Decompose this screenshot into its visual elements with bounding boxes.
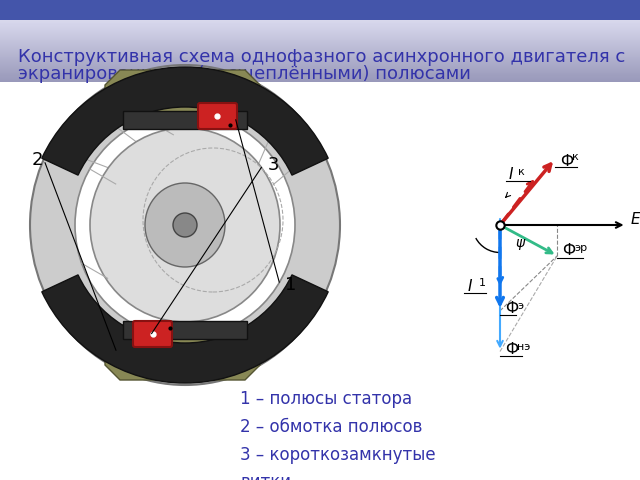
Ellipse shape xyxy=(30,65,340,385)
Text: I: I xyxy=(468,279,472,294)
Ellipse shape xyxy=(75,113,295,337)
Bar xyxy=(0,51,640,52)
Bar xyxy=(0,25,640,26)
Text: ψ: ψ xyxy=(515,236,524,250)
Ellipse shape xyxy=(90,128,280,322)
Polygon shape xyxy=(105,70,260,125)
Bar xyxy=(0,65,640,66)
Bar xyxy=(0,47,640,48)
Bar xyxy=(0,39,640,40)
Bar xyxy=(0,42,640,43)
Bar xyxy=(0,40,640,41)
Text: 3: 3 xyxy=(268,156,280,174)
Wedge shape xyxy=(42,275,328,383)
Ellipse shape xyxy=(145,183,225,267)
Text: I: I xyxy=(508,167,513,182)
Wedge shape xyxy=(42,67,328,175)
Bar xyxy=(0,76,640,78)
Bar xyxy=(0,34,640,35)
Text: 1 – полюсы статора
2 – обмотка полюсов
3 – короткозамкнутые
витки: 1 – полюсы статора 2 – обмотка полюсов 3… xyxy=(240,390,436,480)
Bar xyxy=(0,68,640,70)
Text: E: E xyxy=(630,213,640,228)
Bar xyxy=(0,32,640,33)
Bar xyxy=(0,63,640,64)
Bar xyxy=(0,33,640,34)
Polygon shape xyxy=(105,325,260,380)
Ellipse shape xyxy=(173,213,197,237)
Bar xyxy=(0,73,640,74)
Bar xyxy=(0,50,640,51)
Bar xyxy=(0,57,640,58)
Bar xyxy=(0,81,640,82)
Bar xyxy=(0,38,640,39)
Bar xyxy=(0,22,640,23)
Bar xyxy=(123,321,247,339)
Bar xyxy=(0,48,640,49)
Bar xyxy=(0,36,640,37)
Bar xyxy=(0,58,640,59)
Text: к: к xyxy=(518,167,525,177)
Bar xyxy=(0,23,640,24)
Text: экранированными (расщеплёнными) полюсами: экранированными (расщеплёнными) полюсами xyxy=(18,65,471,83)
Bar xyxy=(0,80,640,81)
Bar xyxy=(0,44,640,45)
Bar xyxy=(0,21,640,22)
Bar xyxy=(123,111,247,129)
Bar xyxy=(0,60,640,61)
Text: 1: 1 xyxy=(285,276,296,294)
Bar xyxy=(0,46,640,47)
Bar xyxy=(0,61,640,62)
Bar xyxy=(0,55,640,56)
Text: 1: 1 xyxy=(479,278,486,288)
Text: Конструктивная схема однофазного асинхронного двигателя с: Конструктивная схема однофазного асинхро… xyxy=(18,48,625,66)
FancyBboxPatch shape xyxy=(198,103,237,129)
Text: э: э xyxy=(517,301,523,311)
Bar xyxy=(0,72,640,73)
Bar xyxy=(0,31,640,32)
Bar xyxy=(0,29,640,30)
Bar xyxy=(0,41,640,42)
Text: Ф: Ф xyxy=(560,154,573,168)
Bar xyxy=(0,74,640,75)
FancyBboxPatch shape xyxy=(133,321,172,347)
Bar xyxy=(0,0,640,20)
Bar xyxy=(0,56,640,57)
Bar xyxy=(0,78,640,79)
Bar xyxy=(0,54,640,55)
Bar xyxy=(0,52,640,53)
Text: нэ: нэ xyxy=(517,341,531,351)
Bar xyxy=(0,66,640,67)
Bar xyxy=(0,37,640,38)
Text: эр: эр xyxy=(574,243,588,253)
Bar xyxy=(0,79,640,80)
Bar xyxy=(0,53,640,54)
Bar xyxy=(0,67,640,68)
Bar xyxy=(0,59,640,60)
Bar xyxy=(0,49,640,50)
Text: Ф: Ф xyxy=(505,342,518,357)
Bar xyxy=(0,62,640,63)
Bar xyxy=(0,71,640,72)
Text: 2: 2 xyxy=(32,151,44,169)
Bar xyxy=(0,70,640,71)
Bar xyxy=(0,45,640,46)
Bar xyxy=(0,26,640,27)
Text: Ф: Ф xyxy=(505,301,518,316)
Bar xyxy=(0,24,640,25)
Bar xyxy=(0,43,640,44)
Text: к: к xyxy=(572,152,579,162)
Bar xyxy=(0,75,640,76)
Bar xyxy=(0,27,640,29)
Bar xyxy=(0,30,640,31)
Bar xyxy=(0,64,640,65)
Bar xyxy=(0,35,640,36)
Text: Ф: Ф xyxy=(562,243,575,258)
